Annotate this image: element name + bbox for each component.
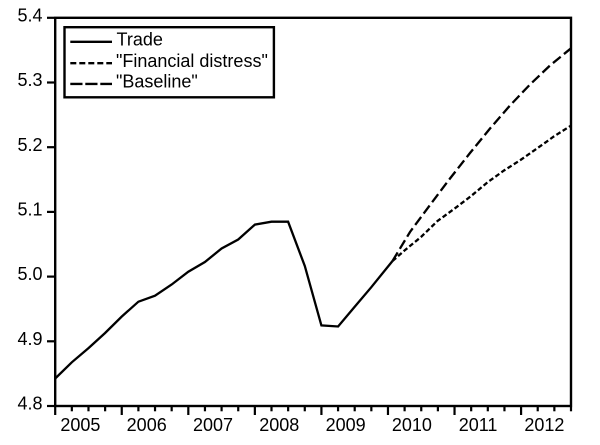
svg-text:4.8: 4.8	[17, 394, 42, 414]
svg-text:2008: 2008	[259, 415, 299, 435]
svg-text:5.3: 5.3	[17, 70, 42, 90]
svg-text:2007: 2007	[193, 415, 233, 435]
svg-text:5.0: 5.0	[17, 264, 42, 284]
svg-text:Trade: Trade	[117, 30, 163, 50]
svg-text:2005: 2005	[60, 415, 100, 435]
svg-text:2009: 2009	[326, 415, 366, 435]
svg-text:"Baseline": "Baseline"	[116, 72, 198, 92]
svg-text:5.2: 5.2	[17, 135, 42, 155]
svg-text:5.1: 5.1	[17, 200, 42, 220]
svg-text:4.9: 4.9	[17, 329, 42, 349]
svg-text:2011: 2011	[459, 415, 498, 435]
svg-text:2010: 2010	[392, 415, 432, 435]
svg-text:"Financial distress": "Financial distress"	[116, 51, 268, 71]
svg-text:2012: 2012	[524, 415, 564, 435]
svg-text:5.4: 5.4	[17, 5, 42, 25]
svg-text:2006: 2006	[127, 415, 167, 435]
